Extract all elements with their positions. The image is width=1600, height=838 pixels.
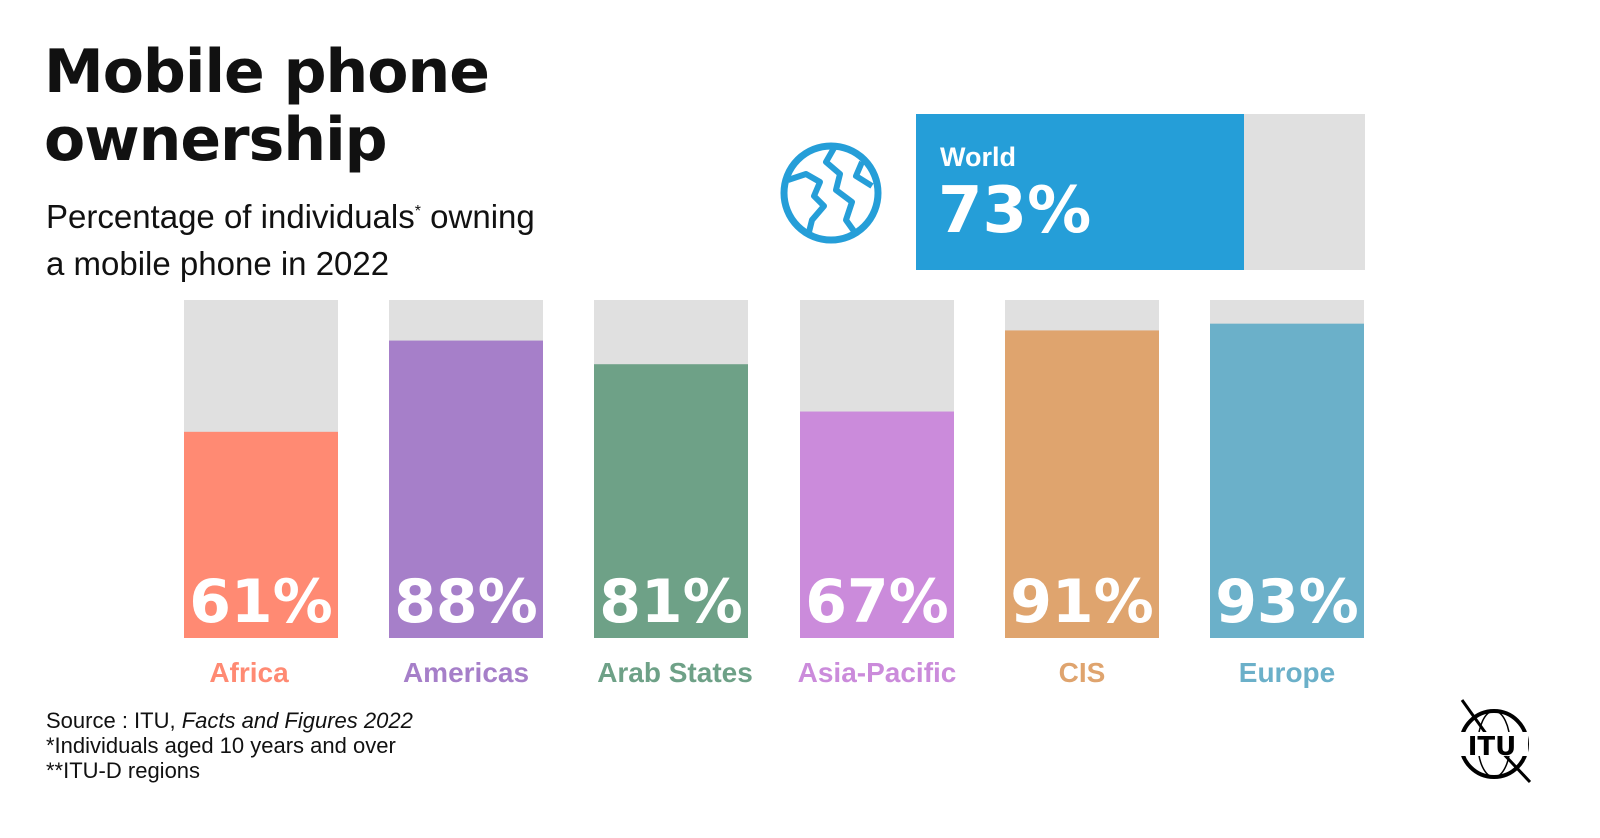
world-bar-fill bbox=[916, 114, 1244, 270]
source-note: Source : ITU, Facts and Figures 2022 bbox=[46, 708, 413, 733]
itu-logo: ITU bbox=[1456, 699, 1532, 784]
category-label-europe: Europe bbox=[1239, 657, 1335, 688]
category-label-cis: CIS bbox=[1059, 657, 1106, 688]
bar-cis bbox=[1005, 330, 1159, 638]
source-prefix: Source : ITU, bbox=[46, 708, 182, 733]
chart-title: Mobile phone ownership bbox=[44, 37, 490, 175]
bar-asia-pacific bbox=[800, 411, 954, 638]
footnotes: Source : ITU, Facts and Figures 2022 *In… bbox=[46, 708, 413, 783]
age-note: *Individuals aged 10 years and over bbox=[46, 733, 396, 758]
data-label-africa: 61% bbox=[189, 567, 333, 637]
data-label-americas: 88% bbox=[394, 567, 538, 637]
bar-europe bbox=[1210, 323, 1364, 638]
bar-africa bbox=[184, 431, 338, 638]
subtitle-text: Percentage of individuals bbox=[46, 198, 415, 235]
source-title: Facts and Figures 2022 bbox=[181, 708, 413, 733]
chart-subtitle: Percentage of individuals* owning a mobi… bbox=[46, 188, 535, 287]
regions-note: **ITU-D regions bbox=[46, 758, 201, 783]
world-bar: World 73% bbox=[916, 114, 1365, 270]
world-label: World bbox=[940, 142, 1016, 172]
svg-text:ITU: ITU bbox=[1468, 732, 1517, 762]
category-label-americas: Americas bbox=[403, 657, 529, 688]
category-label-africa: Africa bbox=[209, 657, 289, 688]
data-label-europe: 93% bbox=[1215, 567, 1359, 637]
data-label-asia-pacific: 67% bbox=[805, 567, 949, 637]
footnote-marker: * bbox=[414, 203, 421, 220]
bar-arab-states bbox=[594, 364, 748, 638]
world-value: 73% bbox=[938, 174, 1092, 248]
bar-americas bbox=[389, 340, 543, 638]
subtitle-line-2: a mobile phone in 2022 bbox=[46, 245, 390, 282]
data-label-arab-states: 81% bbox=[599, 567, 743, 637]
category-label-asia-pacific: Asia-Pacific bbox=[798, 657, 957, 688]
data-label-cis: 91% bbox=[1010, 567, 1154, 637]
category-label-arab-states: Arab States bbox=[597, 657, 753, 688]
globe-icon bbox=[780, 142, 882, 244]
subtitle-text-2: owning bbox=[420, 198, 535, 235]
